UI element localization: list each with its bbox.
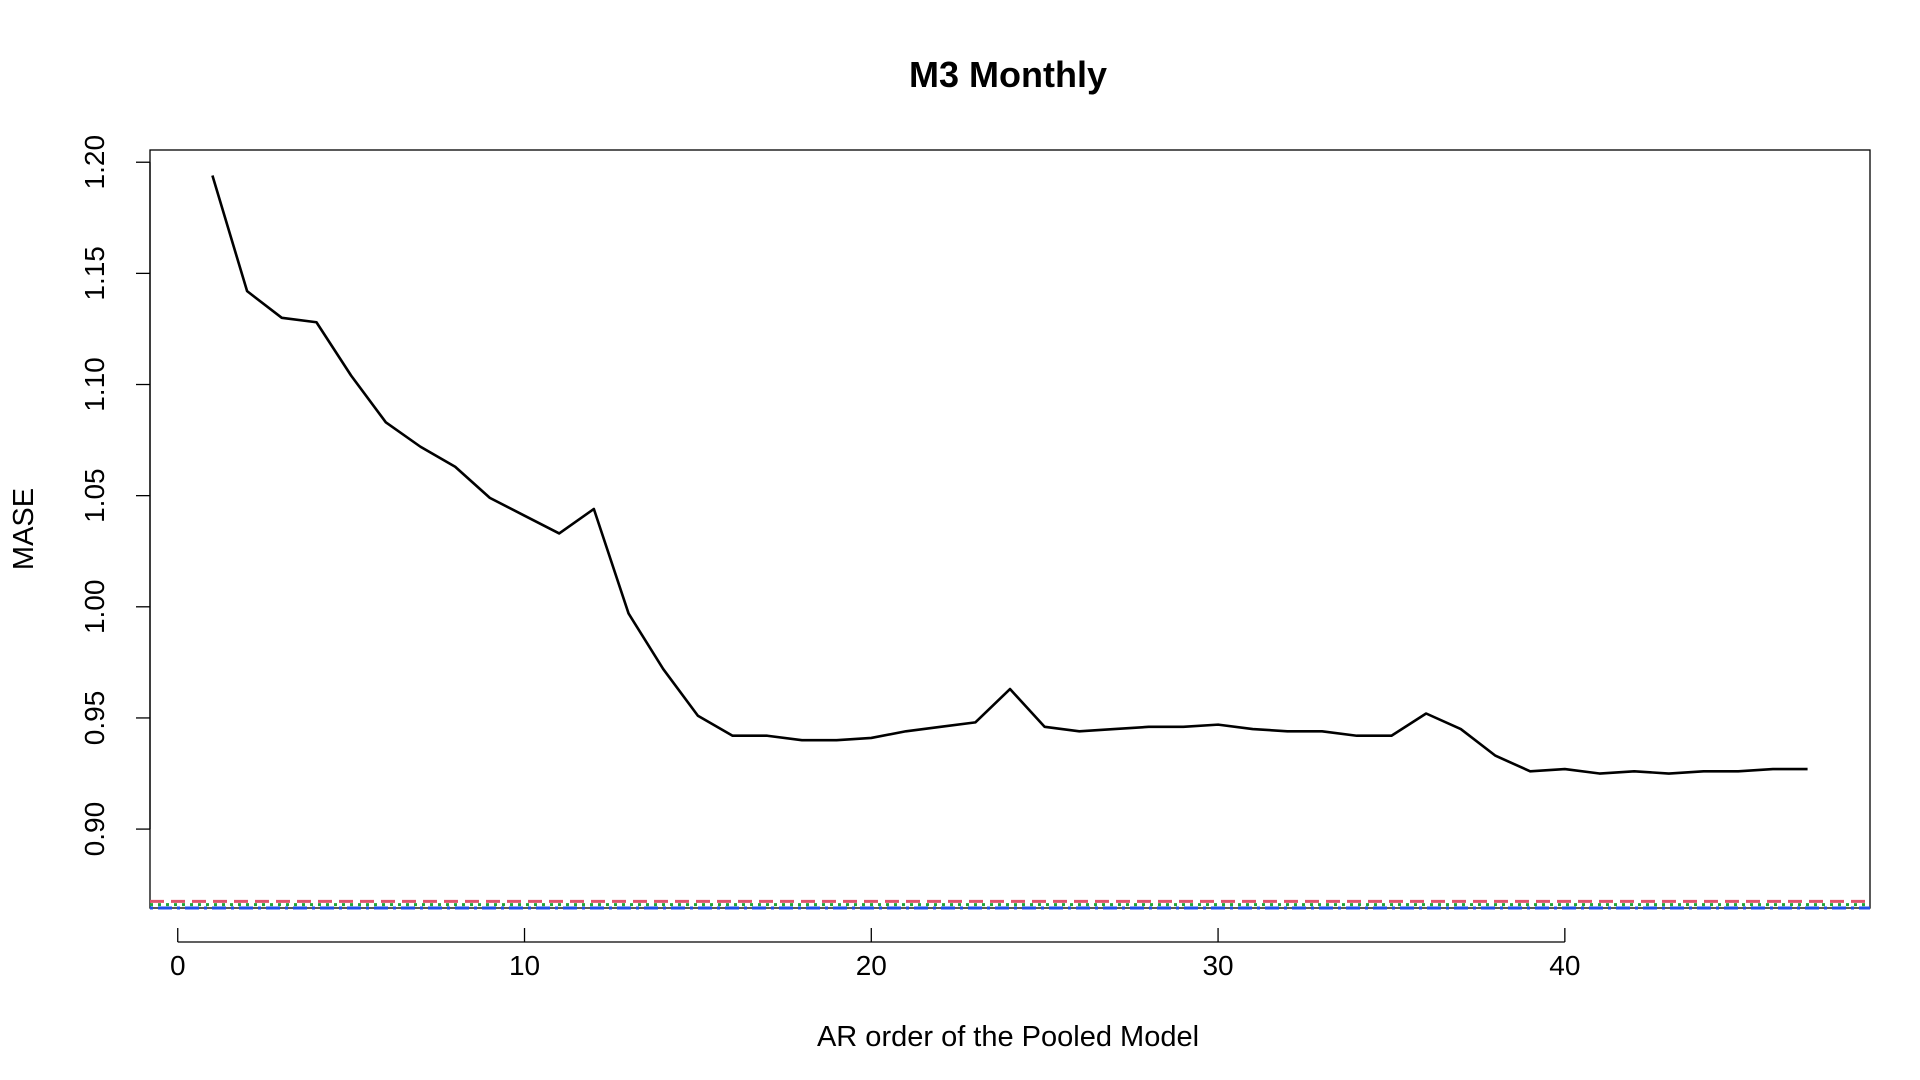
x-tick-label: 30 [1202,950,1233,981]
x-tick-label: 0 [170,950,186,981]
x-tick-label: 20 [856,950,887,981]
x-tick-label: 10 [509,950,540,981]
y-tick-label: 0.95 [79,691,110,746]
x-tick-label: 40 [1549,950,1580,981]
chart-title: M3 Monthly [909,54,1107,95]
y-tick-label: 1.00 [79,580,110,635]
y-tick-label: 0.90 [79,802,110,857]
y-axis-label: MASE [8,488,40,570]
y-tick-label: 1.05 [79,468,110,522]
x-axis: 0 10 20 30 40 [170,928,1580,981]
y-tick-label: 1.10 [79,357,110,412]
series-line [211,175,1808,775]
plot-frame [149,149,1871,909]
reference-lines [150,899,1870,910]
y-tick-label: 1.15 [79,246,110,301]
series-group [211,175,1808,775]
x-axis-label: AR order of the Pooled Model [817,1021,1199,1053]
y-tick-label: 1.20 [79,135,110,190]
y-axis: 0.90 0.95 1.00 1.05 1.10 1.15 1.20 [79,135,151,857]
